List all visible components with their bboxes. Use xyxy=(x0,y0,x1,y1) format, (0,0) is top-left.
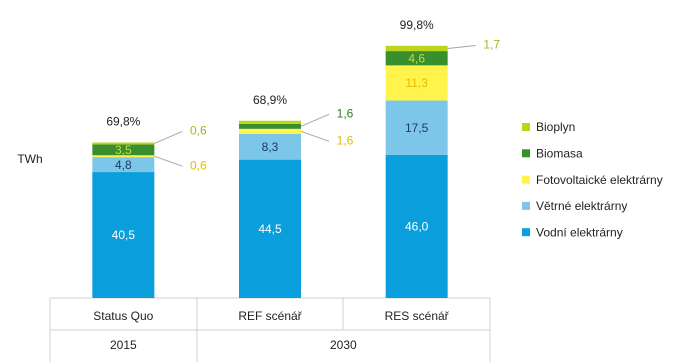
bar-segment xyxy=(92,144,155,156)
bar-segment xyxy=(92,172,155,298)
legend-label: Fotovoltaické elektrárny xyxy=(536,173,663,187)
callout-line xyxy=(154,130,183,144)
value-label: 4,8 xyxy=(115,158,132,172)
bar-segment xyxy=(385,100,448,155)
value-label: 0,6 xyxy=(190,124,207,138)
annotation: 68,9% xyxy=(253,93,287,107)
x-tick-label: Status Quo xyxy=(93,309,153,323)
bar-segment xyxy=(239,123,301,129)
bar-segment xyxy=(385,51,448,66)
value-label: 17,5 xyxy=(405,121,429,135)
value-label: 40,5 xyxy=(112,228,136,242)
value-label: 1,6 xyxy=(337,107,354,121)
annotation: 99,8% xyxy=(400,18,434,32)
bar-segment xyxy=(239,133,301,160)
legend-label: Vodní elektrárny xyxy=(536,225,623,239)
bar-segment xyxy=(239,128,301,134)
legend-swatch xyxy=(522,201,530,210)
value-label: 3,5 xyxy=(115,143,132,157)
value-label: 11,3 xyxy=(405,76,428,90)
legend-swatch xyxy=(522,228,530,237)
value-label: 0,6 xyxy=(190,158,207,172)
bar-segment xyxy=(92,157,155,173)
bar-segment xyxy=(385,45,448,52)
bar-segment xyxy=(92,142,155,145)
callout-line xyxy=(447,44,476,49)
value-label: 44,5 xyxy=(258,222,282,236)
legend-label: Biomasa xyxy=(536,146,583,160)
bar-segment xyxy=(239,159,301,298)
value-label: 1,6 xyxy=(337,133,354,147)
x-tick-label: REF scénář xyxy=(238,309,302,323)
callout-line xyxy=(300,113,330,127)
bar-segment xyxy=(385,154,448,298)
callout-line xyxy=(300,130,330,142)
legend-swatch xyxy=(522,149,530,158)
callout-line xyxy=(154,155,183,167)
y-axis-title: TWh xyxy=(17,152,42,166)
value-label: 4,6 xyxy=(408,51,425,65)
value-label: 8,3 xyxy=(262,140,279,154)
annotation: 69,8% xyxy=(106,115,140,129)
category-table xyxy=(49,297,491,362)
group-label: 2030 xyxy=(330,338,357,352)
legend-label: Bioplyn xyxy=(536,120,575,134)
legend-swatch xyxy=(522,175,530,184)
legend-swatch xyxy=(522,123,530,131)
value-label: 1,7 xyxy=(483,38,500,52)
value-label: 46,0 xyxy=(405,220,429,234)
bar-segment xyxy=(385,65,448,101)
group-label: 2015 xyxy=(110,338,137,352)
legend-label: Větrné elektrárny xyxy=(536,199,627,213)
x-tick-label: RES scénář xyxy=(385,309,450,323)
bar-segment xyxy=(92,155,155,158)
bar-segment xyxy=(239,120,301,124)
